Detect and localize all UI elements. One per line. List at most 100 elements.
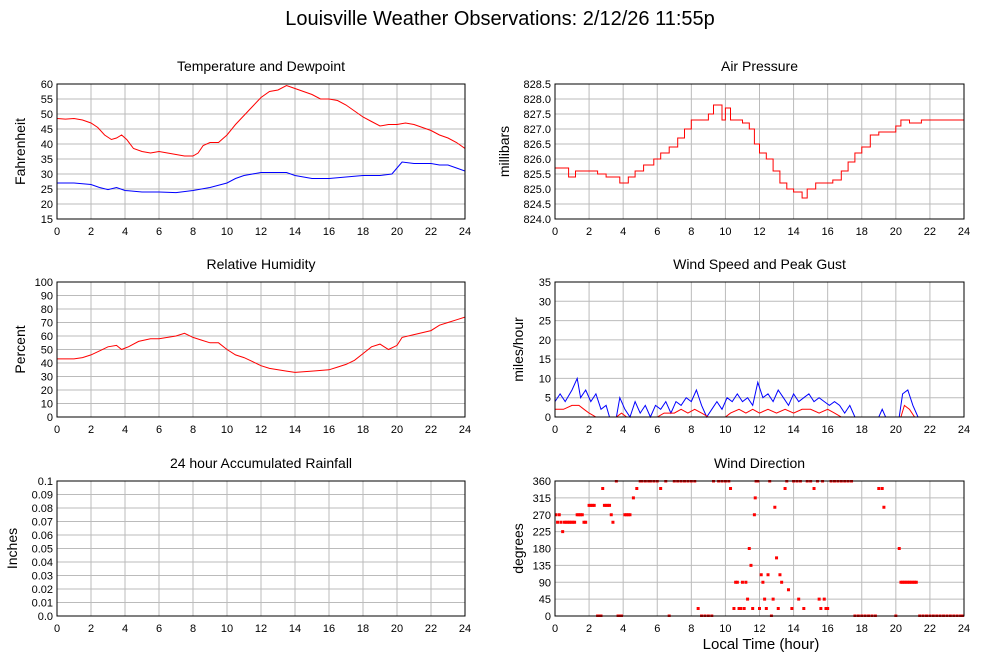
direction-y-tick-label: 315 [533,493,551,505]
direction-series-0-point [592,503,596,507]
humidity-y-tick-label: 70 [41,318,53,330]
wind-x-tick-label: 4 [620,424,626,436]
wind-x-tick-label: 14 [787,424,799,436]
rain-y-tick-label: 0.06 [32,530,53,542]
direction-series-0-point [555,513,558,517]
humidity-y-tick-label: 50 [41,345,53,357]
rain-x-tick-label: 14 [289,623,301,635]
direction-series-0-point [902,580,906,584]
humidity-x-tick-label: 14 [289,424,301,436]
direction-title: Wind Direction [714,455,805,471]
direction-series-0-point [758,607,761,610]
humidity-x-tick-label: 0 [54,424,60,436]
temp-x-tick-label: 4 [122,226,128,238]
humidity-y-tick-label: 100 [35,277,53,289]
temp-y-axis-label: Fahrenheit [12,118,28,185]
temp-x-tick-label: 20 [391,226,403,238]
wind-x-tick-label: 20 [890,424,902,436]
direction-series-0-point [763,597,767,601]
wind-y-tick-label: 10 [539,373,551,385]
direction-series-0-point [659,487,663,490]
pressure-x-tick-label: 2 [586,226,592,238]
direction-series-0-point [579,513,583,517]
humidity-y-tick-label: 30 [41,372,53,384]
temp-x-tick-label: 18 [357,226,369,238]
direction-series-0-point [559,520,563,524]
direction-x-tick-label: 16 [822,623,834,635]
temp-x-tick-label: 12 [255,226,267,238]
rain-x-tick-label: 20 [391,623,403,635]
direction-x-tick-label: 12 [753,623,765,635]
direction-series-0-point [773,505,777,509]
direction-y-tick-label: 45 [539,594,551,606]
direction-series-0-point [778,573,782,577]
direction-series-0-point [696,607,700,610]
direction-series-0-point [764,607,768,610]
pressure-y-tick-label: 824.0 [523,214,551,226]
direction-series-0-point [766,573,770,577]
direction-series-0-point [729,487,733,490]
humidity-y-tick-label: 80 [41,304,53,316]
x-axis-label: Local Time (hour) [702,636,820,653]
rain-y-tick-label: 0.04 [32,557,53,569]
direction-y-tick-label: 0 [545,611,551,623]
direction-series-0-point [584,520,588,524]
direction-series-0-point [904,580,908,584]
direction-series-0-point [819,607,823,610]
pressure-x-tick-label: 6 [654,226,660,238]
temp-y-tick-label: 45 [41,124,53,136]
rain-x-tick-label: 4 [122,623,128,635]
direction-series-0-point [822,597,826,601]
temp-x-tick-label: 10 [221,226,233,238]
direction-x-tick-label: 14 [787,623,799,635]
direction-series-0-point [880,487,884,490]
direction-series-0-point [573,520,577,524]
humidity-y-tick-label: 90 [41,291,53,303]
wind-y-tick-label: 35 [539,277,551,289]
humidity-series-0-line [57,316,465,373]
humidity-y-tick-label: 0 [47,412,53,424]
temp-x-tick-label: 2 [88,226,94,238]
wind-x-tick-label: 24 [958,424,970,436]
direction-series-0-point [752,513,756,517]
direction-series-0-point [732,607,736,610]
direction-series-0-point [575,513,579,517]
direction-series-0-point [897,547,901,550]
direction-series-0-point [561,530,565,534]
temp-series-1-line [57,161,465,194]
rain-frame [56,480,466,617]
direction-series-0-point [626,513,630,517]
rain-y-tick-label: 0.02 [32,584,53,596]
temp-y-tick-label: 40 [41,139,53,151]
humidity-y-tick-label: 20 [41,385,53,397]
temp-y-tick-label: 35 [41,154,53,166]
pressure-y-tick-label: 824.5 [523,199,551,211]
temp-x-tick-label: 22 [425,226,437,238]
wind-x-tick-label: 8 [688,424,694,436]
rain-x-tick-label: 10 [221,623,233,635]
pressure-x-tick-label: 16 [822,226,834,238]
temp-x-tick-label: 8 [190,226,196,238]
direction-series-0-point [635,487,639,490]
wind-y-axis-label: miles/hour [510,317,526,382]
direction-series-0-point [906,580,910,584]
direction-series-0-point [786,588,790,592]
temp-x-tick-label: 14 [289,226,301,238]
direction-x-tick-label: 22 [924,623,936,635]
wind-x-tick-label: 12 [753,424,765,436]
pressure-x-tick-label: 0 [552,226,558,238]
pressure-x-tick-label: 14 [787,226,799,238]
direction-series-0-point [877,487,881,490]
rain-y-tick-label: 0.09 [32,490,53,502]
direction-series-0-point [577,513,581,517]
wind-x-tick-label: 10 [719,424,731,436]
rain-x-tick-label: 2 [88,623,94,635]
temp-y-tick-label: 15 [41,214,53,226]
rain-x-tick-label: 12 [255,623,267,635]
direction-series-0-point [747,547,751,550]
direction-series-0-point [761,580,765,584]
direction-series-0-point [802,607,806,610]
direction-x-tick-label: 24 [958,623,970,635]
